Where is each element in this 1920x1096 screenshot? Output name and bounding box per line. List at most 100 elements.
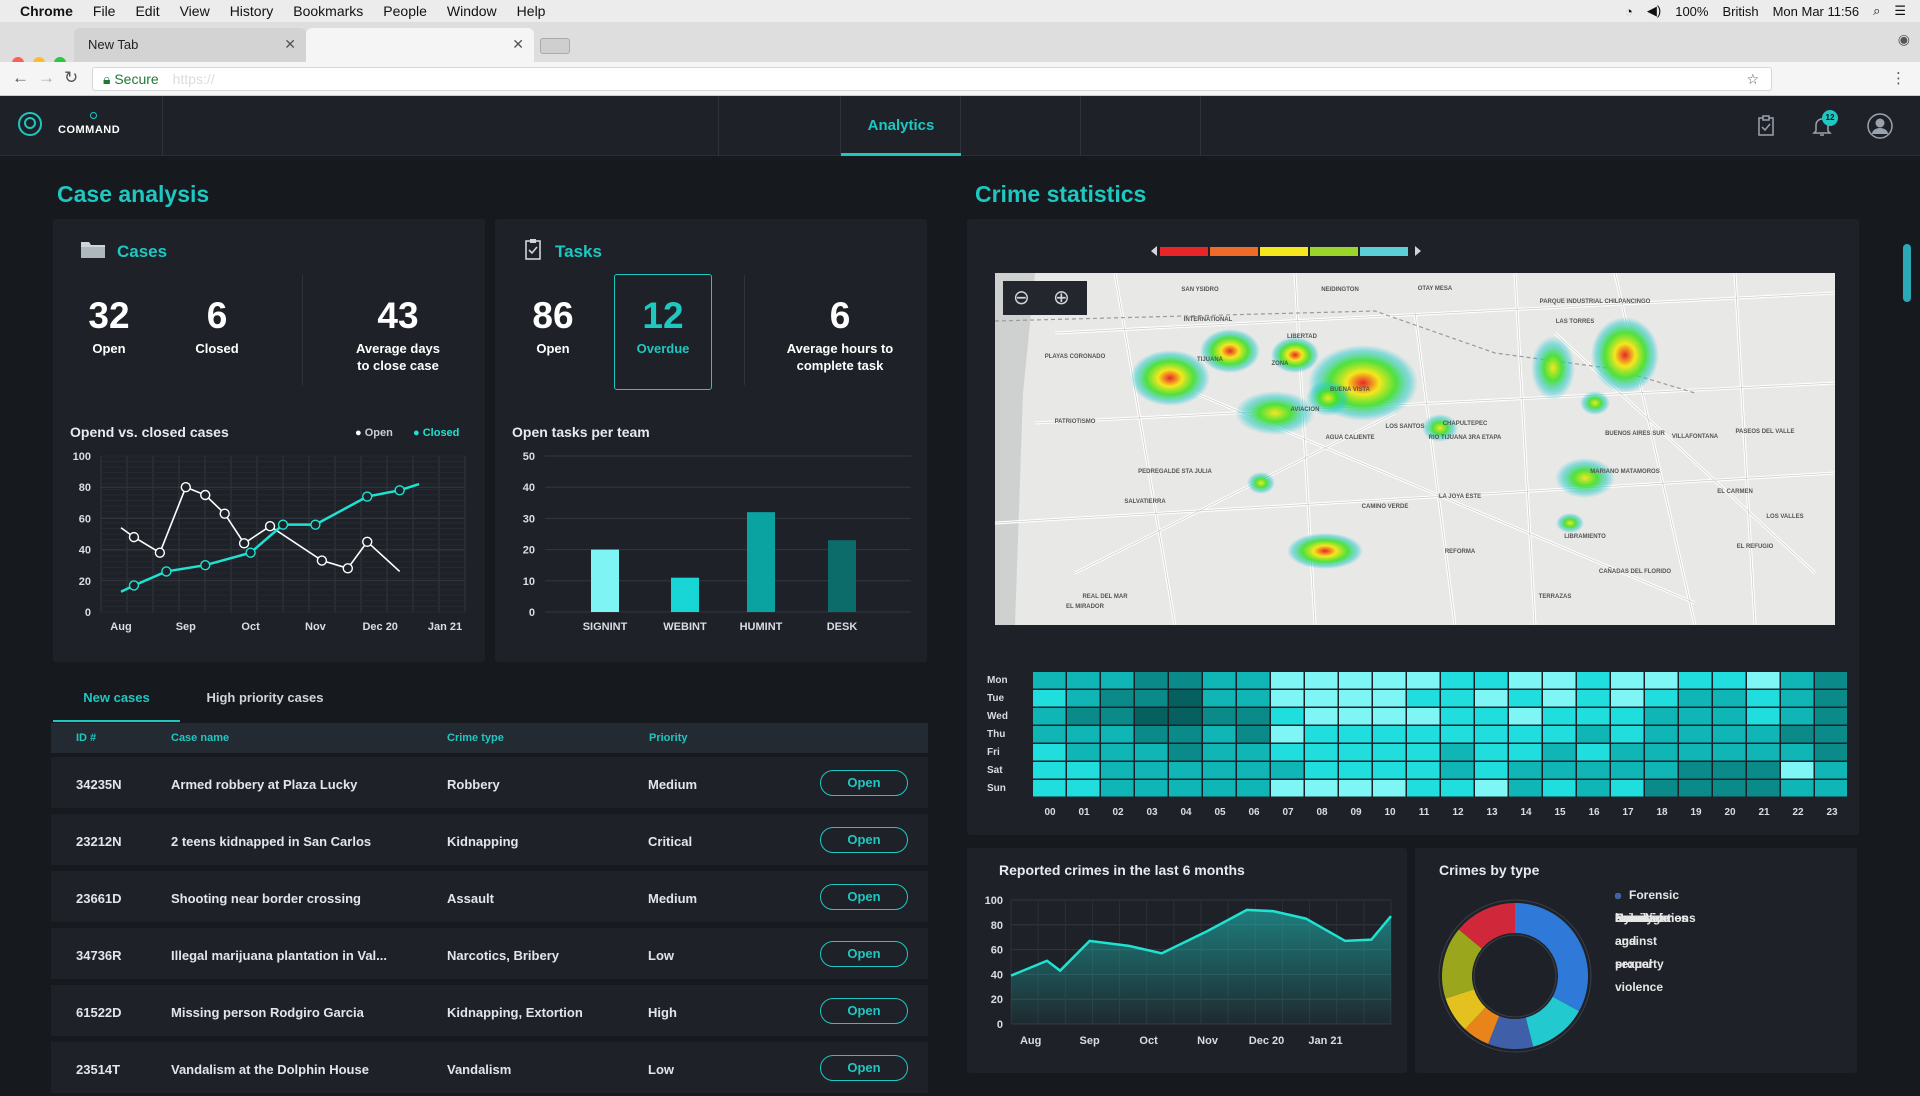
notification-center-icon[interactable]: ☰ — [1894, 3, 1906, 18]
tab-high-priority-cases[interactable]: High priority cases — [206, 690, 324, 705]
donut-slice-homicide — [1514, 903, 1588, 1012]
crime-heat-map[interactable]: SAN YSIDRO INTERNATIONAL LIBERTAD OTAY MESA… — [995, 273, 1835, 625]
legend-label: Crimes against property — [1615, 911, 1664, 971]
input-source[interactable]: British — [1722, 3, 1759, 19]
col-priority[interactable]: Priority — [649, 732, 688, 744]
reload-icon[interactable]: ↻ — [64, 68, 79, 87]
map-place-label: LOS SANTOS — [1386, 424, 1425, 430]
open-case-button[interactable]: Open — [820, 827, 908, 853]
nav-divider — [1080, 96, 1081, 156]
col-crime-type[interactable]: Crime type — [447, 732, 504, 744]
logo-text: COMMAND — [58, 124, 121, 136]
zoom-in-icon[interactable]: ⊕ — [1053, 287, 1070, 309]
heatmap-cell — [1815, 780, 1847, 797]
back-icon[interactable]: ← — [12, 68, 29, 87]
zoom-out-icon[interactable]: ⊖ — [1013, 287, 1030, 309]
tab-analytics[interactable]: Analytics — [841, 96, 961, 156]
heatmap-cell — [1747, 762, 1780, 779]
heatmap-cell — [1339, 708, 1372, 725]
y-tick-label: 40 — [523, 482, 535, 494]
table-row[interactable]: 61522D Missing person Rodgiro Garcia Kidna… — [51, 985, 928, 1039]
table-row[interactable]: 34736R Illegal marijuana plantation in Va… — [51, 928, 928, 982]
heatmap-cell — [1509, 744, 1542, 761]
table-row[interactable]: 23212N 2 teens kidnapped in San Carlos Kid… — [51, 814, 928, 868]
tasks-overdue-tile[interactable]: 12 Overdue — [614, 274, 712, 390]
open-case-button[interactable]: Open — [820, 998, 908, 1024]
table-row[interactable]: 34235N Armed robbery at Plaza Lucky Robber… — [51, 757, 928, 811]
heat-scale-legend[interactable] — [1147, 243, 1437, 259]
heatmap-cell — [1203, 708, 1236, 725]
scale-swatch — [1260, 247, 1308, 256]
tab-new-cases[interactable]: New cases — [53, 680, 180, 722]
profile-icon[interactable]: ◉ — [1897, 31, 1910, 47]
heatmap-cell — [1611, 708, 1644, 725]
heatmap-cell — [1645, 726, 1678, 743]
legend-open-label: Open — [364, 427, 393, 439]
chrome-menu-icon[interactable]: ⋮ — [1891, 70, 1906, 87]
menu-people[interactable]: People — [383, 3, 427, 19]
x-tick-label: Jan 21 — [1308, 1035, 1342, 1047]
menu-history[interactable]: History — [229, 3, 274, 19]
heatmap-cell — [1645, 744, 1678, 761]
menu-edit[interactable]: Edit — [135, 3, 160, 19]
map-place-label: AGUA CALIENTE — [1325, 435, 1374, 441]
open-case-button[interactable]: Open — [820, 1055, 908, 1081]
spotlight-icon[interactable]: ⌕ — [1873, 3, 1881, 18]
page-scrollbar[interactable] — [1903, 244, 1911, 302]
heatmap-cell — [1135, 780, 1168, 797]
open-case-button[interactable]: Open — [820, 884, 908, 910]
menu-view[interactable]: View — [179, 3, 210, 19]
data-point-open — [342, 563, 353, 574]
heat-spot — [1591, 317, 1659, 393]
new-tab-button[interactable] — [540, 38, 570, 54]
clipboard-check-icon[interactable] — [1754, 114, 1778, 138]
heatmap-hour-label: 12 — [1452, 807, 1464, 818]
map-background — [995, 273, 1835, 625]
menu-app-chrome[interactable]: Chrome — [20, 3, 73, 19]
menu-help[interactable]: Help — [516, 3, 546, 19]
heatmap-cell — [1373, 762, 1406, 779]
folder-icon — [81, 242, 105, 258]
volume-icon[interactable]: ◀) — [1646, 3, 1662, 18]
forward-icon[interactable]: → — [38, 68, 55, 87]
map-place-label: PARQUE INDUSTRIAL CHILPANCINGO — [1540, 299, 1651, 305]
heatmap-cell — [1679, 744, 1712, 761]
map-canvas[interactable]: SAN YSIDRO INTERNATIONAL LIBERTAD OTAY MESA… — [995, 273, 1835, 625]
heatmap-day-label: Thu — [987, 729, 1005, 740]
menu-window[interactable]: Window — [446, 3, 497, 19]
heatmap-cell — [1135, 690, 1168, 707]
heatmap-cell — [1271, 690, 1304, 707]
heatmap-cell — [1475, 744, 1508, 761]
heatmap-hour-label: 13 — [1486, 807, 1498, 818]
map-place-label: AVIACION — [1291, 407, 1320, 413]
user-avatar-icon[interactable] — [1866, 112, 1894, 140]
data-point-open — [200, 489, 211, 501]
heatmap-cell — [1305, 744, 1338, 761]
heatmap-cell — [1067, 672, 1100, 689]
close-tab-icon[interactable]: ✕ — [284, 36, 296, 52]
col-id[interactable]: ID # — [76, 732, 97, 744]
data-point-open — [264, 520, 276, 532]
map-place-label: CAMINO VERDE — [1362, 504, 1409, 510]
battery-percent[interactable]: 100% — [1675, 3, 1709, 19]
heatmap-day-label: Fri — [987, 747, 1000, 758]
browser-tab-active[interactable]: ✕ — [306, 28, 534, 62]
command-logo[interactable]: COMMAND — [16, 110, 166, 146]
menu-file[interactable]: File — [92, 3, 116, 19]
wifi-icon[interactable]: ◔ — [1625, 3, 1633, 19]
tasks-overdue-label: Overdue — [636, 341, 690, 356]
open-case-button[interactable]: Open — [820, 941, 908, 967]
address-bar[interactable]: 🔒︎ Secure https:// ☆ — [92, 67, 1772, 91]
table-row[interactable]: 23661D Shooting near border crossing Assau… — [51, 871, 928, 925]
y-tick-label: 20 — [523, 545, 535, 557]
open-case-button[interactable]: Open — [820, 770, 908, 796]
browser-tab-new-tab[interactable]: New Tab ✕ — [74, 28, 306, 62]
menu-clock[interactable]: Mon Mar 11:56 — [1772, 3, 1860, 19]
cell-crime-type: Assault — [447, 891, 494, 906]
bookmark-star-icon[interactable]: ☆ — [1746, 71, 1759, 87]
heatmap-cell — [1305, 690, 1338, 707]
table-row[interactable]: 23514T Vandalism at the Dolphin House Vand… — [51, 1042, 928, 1096]
col-case-name[interactable]: Case name — [171, 732, 230, 744]
close-tab-icon[interactable]: ✕ — [512, 36, 524, 52]
menu-bookmarks[interactable]: Bookmarks — [293, 3, 364, 19]
